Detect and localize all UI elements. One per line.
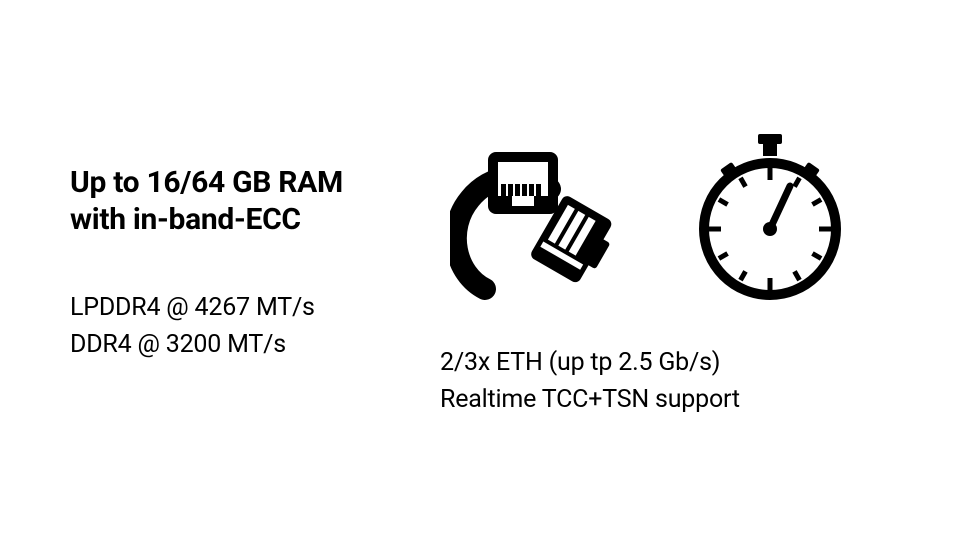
ethernet-cable-icon xyxy=(450,144,635,304)
stopwatch-icon xyxy=(695,134,845,304)
ram-spec-1: LPDDR4 @ 4267 MT/s xyxy=(70,289,390,327)
ram-column: Up to 16/64 GB RAM with in-band-ECC LPDD… xyxy=(70,134,390,419)
spec-layout: Up to 16/64 GB RAM with in-band-ECC LPDD… xyxy=(70,134,910,419)
ethernet-specs: 2/3x ETH (up tp 2.5 Gb/s) Realtime TCC+T… xyxy=(440,344,910,419)
ram-spec-2: DDR4 @ 3200 MT/s xyxy=(70,326,390,364)
heading-line-1: Up to 16/64 GB RAM xyxy=(70,165,343,200)
ethernet-column: 2/3x ETH (up tp 2.5 Gb/s) Realtime TCC+T… xyxy=(440,134,910,419)
heading-line-2: with in-band-ECC xyxy=(70,202,301,237)
ram-heading: Up to 16/64 GB RAM with in-band-ECC xyxy=(70,164,390,239)
ram-specs: LPDDR4 @ 4267 MT/s DDR4 @ 3200 MT/s xyxy=(70,289,390,364)
eth-spec-2: Realtime TCC+TSN support xyxy=(440,381,910,419)
eth-spec-1: 2/3x ETH (up tp 2.5 Gb/s) xyxy=(440,344,910,382)
icon-row xyxy=(450,134,910,304)
